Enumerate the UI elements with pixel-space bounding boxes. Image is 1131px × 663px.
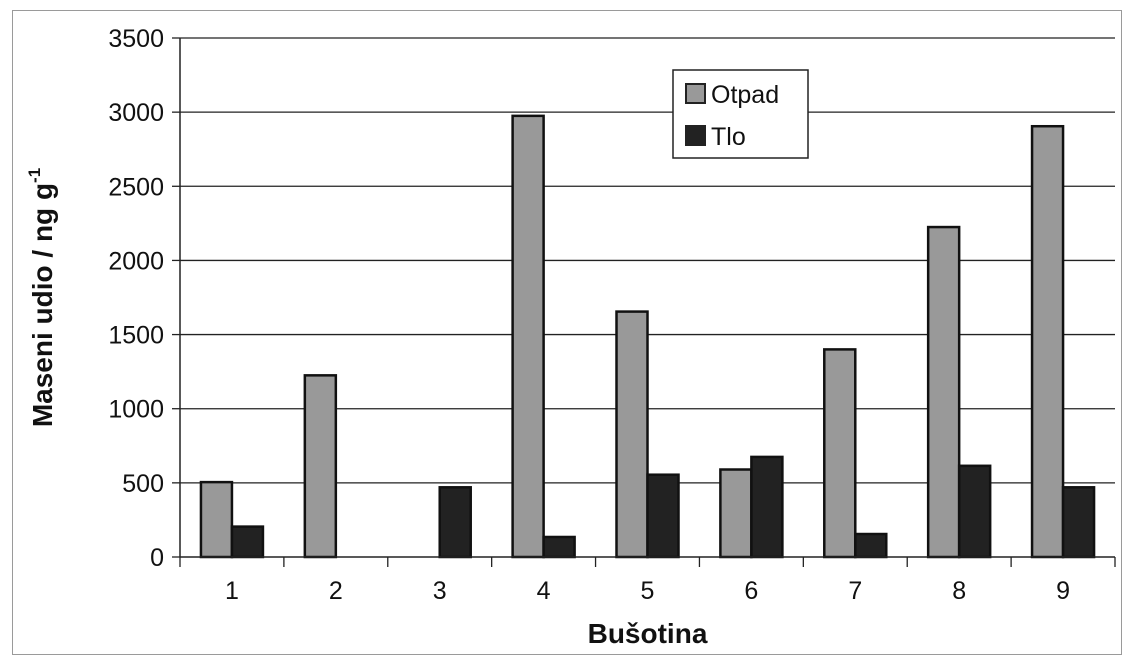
- bar-tlo-1: [230, 525, 265, 559]
- x-tick-labels: 1 2 3 4 5 6 7 8 9: [225, 577, 1070, 605]
- bar-otpad-1: [199, 480, 234, 559]
- y-axis-title: Maseni udio / ng g-1: [25, 168, 58, 427]
- x-tick-label: 9: [1056, 577, 1070, 605]
- y-tick-label: 3500: [108, 25, 164, 53]
- bar-tlo-5: [646, 473, 680, 559]
- x-tick-label: 4: [537, 577, 551, 605]
- x-tick-label: 2: [329, 577, 343, 605]
- y-tick-labels: 0 500 1000 1500 2000 2500 3000 3500: [108, 25, 164, 572]
- axes: [179, 38, 1115, 558]
- legend-swatch-tlo: [685, 125, 706, 146]
- bar-otpad-5: [615, 310, 649, 559]
- bar-otpad-2: [303, 374, 338, 559]
- y-axis-title-main: Maseni udio / ng g: [27, 183, 58, 427]
- x-tick-label: 8: [952, 577, 966, 605]
- y-tick-label: 1000: [108, 396, 164, 424]
- y-axis-title-superscript: -1: [25, 168, 44, 183]
- x-tick-label: 1: [225, 577, 239, 605]
- bar-tlo-3: [438, 486, 472, 559]
- bar-tlo-4: [542, 535, 576, 559]
- x-tick-label: 3: [433, 577, 447, 605]
- bar-tlo-9: [1061, 486, 1096, 559]
- y-tick-label: 2500: [108, 173, 164, 201]
- x-tick-label: 7: [848, 577, 862, 605]
- legend-swatch-otpad: [685, 83, 706, 104]
- y-tick-label: 1500: [108, 322, 164, 350]
- bar-otpad-7: [823, 348, 857, 559]
- legend: Otpad Tlo: [672, 69, 809, 159]
- x-axis-title: Bušotina: [588, 618, 708, 649]
- x-tick-label: 6: [744, 577, 758, 605]
- y-tick-label: 500: [122, 470, 164, 498]
- bar-otpad-6: [719, 468, 753, 559]
- bar-otpad-9: [1030, 124, 1065, 559]
- bar-tlo-6: [750, 455, 784, 559]
- legend-label-otpad: Otpad: [711, 81, 779, 109]
- bar-otpad-4: [511, 114, 545, 559]
- bar-otpad-8: [926, 225, 961, 559]
- x-tick-label: 5: [641, 577, 655, 605]
- y-tick-label: 2000: [108, 247, 164, 275]
- bar-tlo-8: [957, 464, 992, 559]
- y-tick-label: 3000: [108, 99, 164, 127]
- y-tick-label: 0: [150, 544, 164, 572]
- legend-label-tlo: Tlo: [711, 123, 746, 151]
- bar-tlo-7: [854, 532, 888, 559]
- bars: [199, 114, 1096, 559]
